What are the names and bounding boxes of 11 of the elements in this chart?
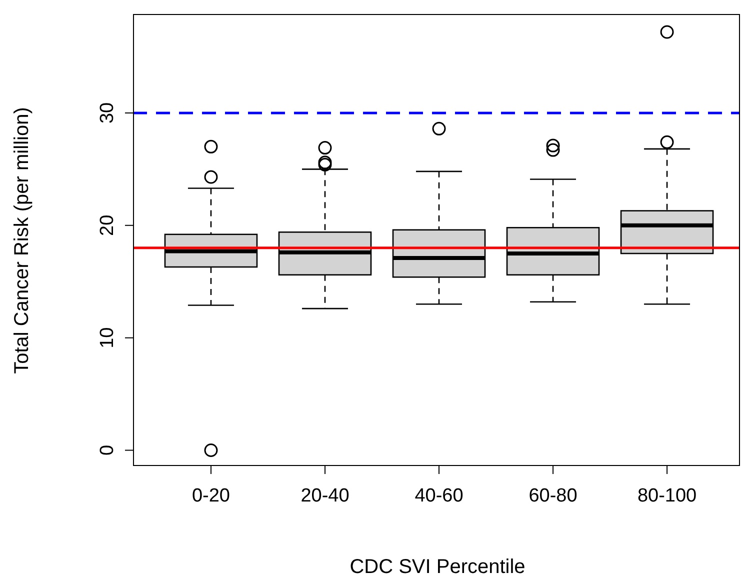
y-tick-label: 20 [97,214,118,236]
x-axis-title: CDC SVI Percentile [348,556,526,579]
y-tick-label: 10 [97,327,118,348]
y-axis-title: Total Cancer Risk (per million) [10,106,34,374]
x-tick-label: 40-60 [414,485,464,506]
y-tick-label: 30 [97,102,118,124]
x-tick-label: 20-40 [300,485,350,506]
x-tick-label: 0-20 [192,485,230,506]
y-tick-label: 0 [97,444,118,456]
x-tick-label: 80-100 [637,485,697,506]
x-tick-label: 60-80 [528,485,578,506]
